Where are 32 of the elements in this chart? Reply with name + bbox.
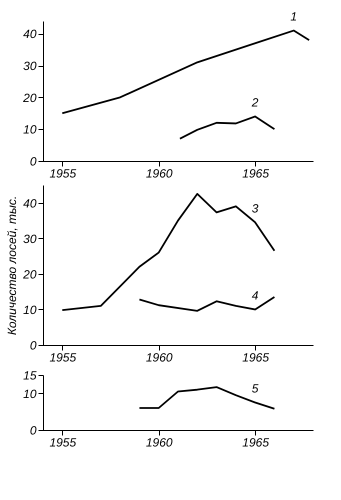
y-tick-label: 0	[30, 424, 37, 438]
line-series	[61, 30, 310, 114]
series-label: 1	[290, 10, 298, 24]
x-tick-label: 1960	[146, 166, 173, 180]
y-tick-label: 10	[23, 302, 37, 317]
line-series	[61, 192, 276, 312]
y-tick-label: 30	[23, 59, 37, 74]
x-tick-label: 1955	[49, 350, 76, 364]
x-tick-label: 1955	[49, 166, 76, 180]
y-tick-label: 20	[22, 267, 37, 282]
y-tick-label: 30	[23, 232, 37, 246]
series-label: 3	[252, 201, 259, 216]
x-tick-label: 1960	[146, 350, 173, 364]
series-label: 5	[252, 382, 259, 396]
y-tick-label: 15	[23, 368, 37, 382]
y-tick-label: 20	[22, 90, 37, 105]
series-label: 2	[250, 95, 259, 110]
y-tick-label: 40	[23, 27, 37, 42]
line-series	[138, 386, 276, 410]
x-tick-label: 1960	[146, 436, 173, 450]
x-tick-label: 1965	[242, 350, 270, 364]
y-tick-label: 0	[30, 154, 37, 168]
x-tick-label: 1965	[242, 436, 270, 450]
x-tick-label: 1955	[49, 436, 76, 450]
y-tick-label: 40	[23, 196, 37, 210]
x-tick-label: 1965	[242, 166, 270, 180]
y-axis-title: Количество лосей, тыс.	[5, 196, 20, 336]
y-tick-label: 0	[30, 338, 37, 352]
y-tick-label: 10	[23, 122, 37, 137]
line-series	[179, 116, 276, 140]
series-label: 4	[252, 288, 259, 302]
y-tick-label: 10	[23, 386, 37, 401]
